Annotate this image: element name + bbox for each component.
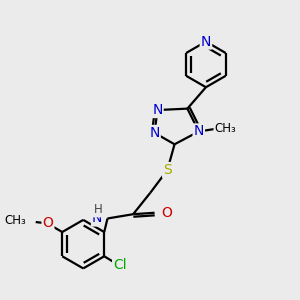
Text: N: N	[92, 212, 102, 226]
Text: CH₃: CH₃	[5, 214, 27, 227]
Text: O: O	[43, 217, 53, 230]
Text: H: H	[94, 203, 102, 216]
Text: CH₃: CH₃	[214, 122, 236, 135]
Text: N: N	[201, 34, 211, 49]
Text: N: N	[152, 103, 163, 117]
Text: S: S	[163, 163, 172, 177]
Text: N: N	[194, 124, 204, 139]
Text: Cl: Cl	[113, 258, 127, 272]
Text: N: N	[149, 126, 160, 140]
Text: O: O	[161, 206, 172, 220]
